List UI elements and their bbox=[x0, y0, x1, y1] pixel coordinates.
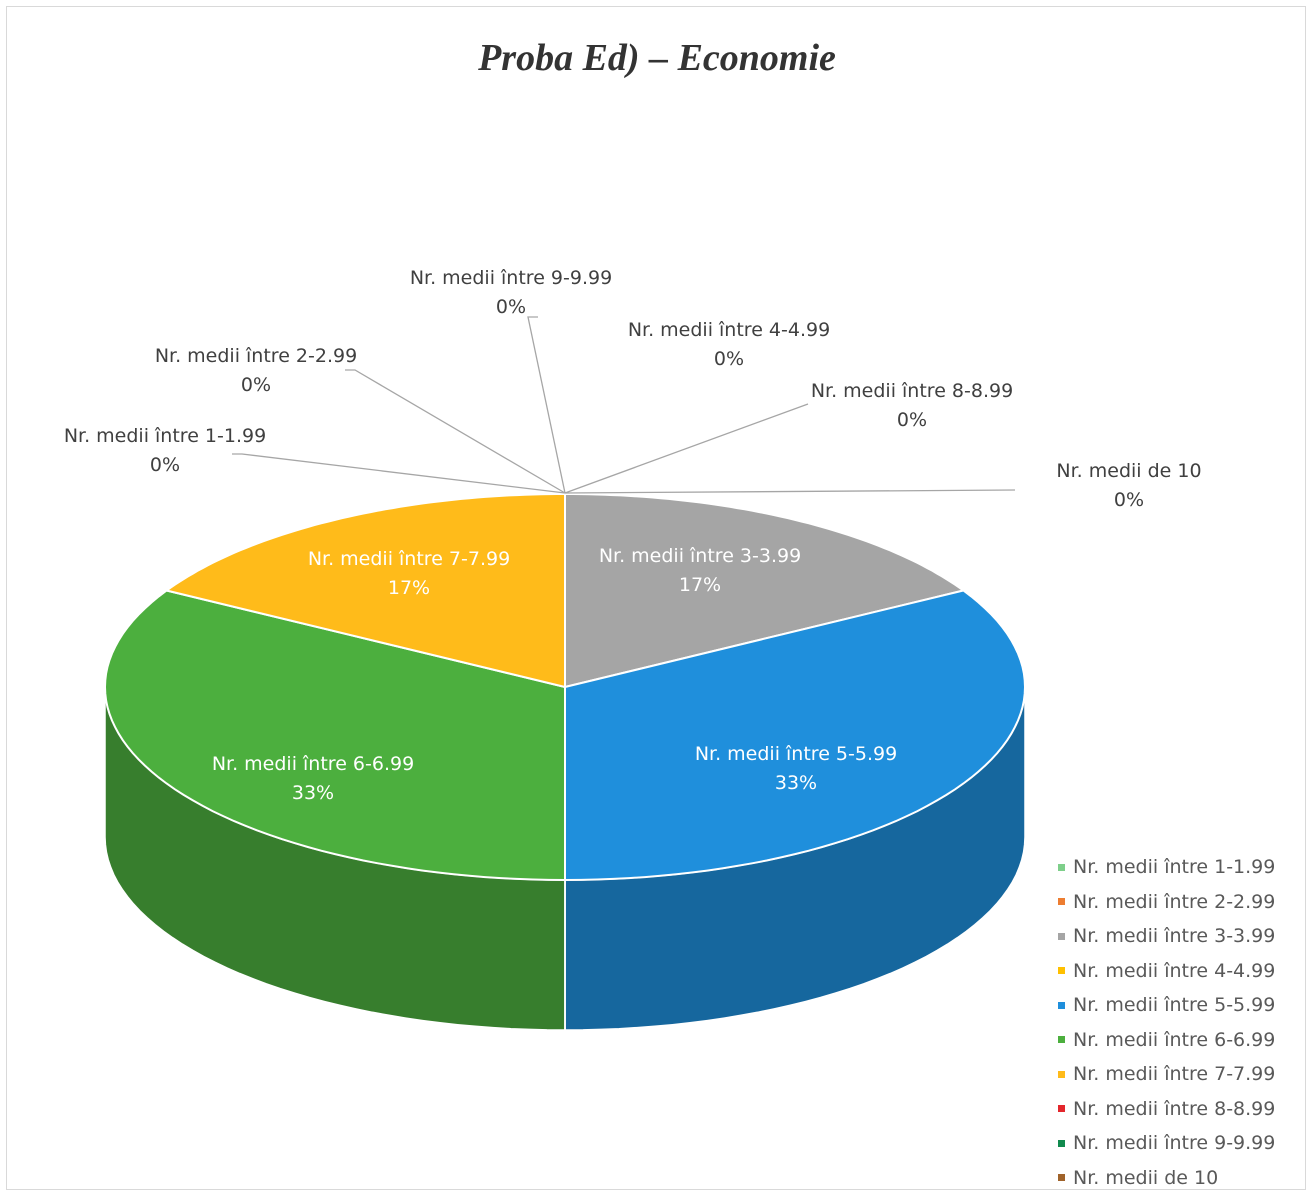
data-label-name-5: Nr. medii între 6-6.99 bbox=[212, 753, 414, 775]
legend-label: Nr. medii între 7-7.99 bbox=[1073, 1063, 1276, 1086]
data-label-percent-3: 0% bbox=[714, 348, 744, 370]
data-label-name-2: Nr. medii între 3-3.99 bbox=[599, 545, 801, 567]
legend-label: Nr. medii între 8-8.99 bbox=[1073, 1097, 1276, 1120]
legend-label: Nr. medii între 3-3.99 bbox=[1073, 925, 1276, 948]
leader-line-7 bbox=[564, 403, 809, 494]
data-label-percent-9: 0% bbox=[1114, 489, 1144, 511]
legend-swatch bbox=[1058, 1105, 1065, 1113]
data-label-percent-1: 0% bbox=[241, 374, 271, 396]
legend-label: Nr. medii între 6-6.99 bbox=[1073, 1028, 1276, 1051]
data-label-percent-2: 17% bbox=[679, 574, 721, 596]
data-label-name-9: Nr. medii de 10 bbox=[1056, 460, 1201, 482]
legend-swatch bbox=[1058, 932, 1065, 940]
data-label-name-1: Nr. medii între 2-2.99 bbox=[155, 345, 357, 367]
data-label-percent-7: 0% bbox=[897, 409, 927, 431]
leader-line-0 bbox=[232, 453, 566, 494]
leader-line-8 bbox=[527, 316, 566, 494]
data-label-name-4: Nr. medii între 5-5.99 bbox=[695, 743, 897, 765]
legend-label: Nr. medii între 9-9.99 bbox=[1073, 1132, 1276, 1155]
legend-swatch bbox=[1058, 967, 1065, 975]
data-label-percent-8: 0% bbox=[496, 296, 526, 318]
legend-item: Nr. medii între 7-7.99 bbox=[1058, 1057, 1308, 1092]
pie-slice-2 bbox=[564, 493, 966, 689]
data-label-name-6: Nr. medii între 7-7.99 bbox=[308, 548, 510, 570]
legend-item: Nr. medii între 6-6.99 bbox=[1058, 1023, 1308, 1058]
legend-label: Nr. medii între 5-5.99 bbox=[1073, 994, 1276, 1017]
legend: Nr. medii între 1-1.99 Nr. medii între 2-… bbox=[1058, 850, 1308, 1195]
leader-line-9 bbox=[564, 489, 1016, 494]
legend-item: Nr. medii între 5-5.99 bbox=[1058, 988, 1308, 1023]
legend-item: Nr. medii de 10 bbox=[1058, 1161, 1308, 1196]
data-label-name-7: Nr. medii între 8-8.99 bbox=[811, 380, 1013, 402]
pie-slice-5 bbox=[103, 589, 566, 882]
data-label-name-3: Nr. medii între 4-4.99 bbox=[628, 319, 830, 341]
data-label-percent-0: 0% bbox=[150, 454, 180, 476]
legend-item: Nr. medii între 2-2.99 bbox=[1058, 885, 1308, 920]
legend-swatch bbox=[1058, 1174, 1065, 1182]
legend-swatch bbox=[1058, 1036, 1065, 1044]
legend-swatch bbox=[1058, 863, 1065, 871]
legend-swatch bbox=[1058, 1139, 1065, 1147]
data-label-percent-6: 17% bbox=[388, 577, 430, 599]
legend-item: Nr. medii între 8-8.99 bbox=[1058, 1092, 1308, 1127]
leader-line-1 bbox=[345, 369, 566, 494]
legend-swatch bbox=[1058, 1070, 1065, 1078]
data-label-name-8: Nr. medii între 9-9.99 bbox=[410, 267, 612, 289]
pie-slice-4 bbox=[564, 589, 1027, 882]
legend-label: Nr. medii între 4-4.99 bbox=[1073, 959, 1276, 982]
legend-item: Nr. medii între 4-4.99 bbox=[1058, 954, 1308, 989]
legend-label: Nr. medii de 10 bbox=[1073, 1166, 1219, 1189]
pie-slice-6 bbox=[164, 493, 566, 689]
data-label-percent-4: 33% bbox=[775, 772, 817, 794]
data-label-percent-5: 33% bbox=[292, 782, 334, 804]
legend-swatch bbox=[1058, 898, 1065, 906]
chart-title: Proba Ed) – Economie bbox=[478, 37, 836, 79]
legend-item: Nr. medii între 3-3.99 bbox=[1058, 919, 1308, 954]
legend-item: Nr. medii între 1-1.99 bbox=[1058, 850, 1308, 885]
legend-label: Nr. medii între 1-1.99 bbox=[1073, 856, 1276, 879]
legend-label: Nr. medii între 2-2.99 bbox=[1073, 890, 1276, 913]
legend-item: Nr. medii între 9-9.99 bbox=[1058, 1126, 1308, 1161]
legend-swatch bbox=[1058, 1001, 1065, 1009]
data-label-name-0: Nr. medii între 1-1.99 bbox=[64, 425, 266, 447]
